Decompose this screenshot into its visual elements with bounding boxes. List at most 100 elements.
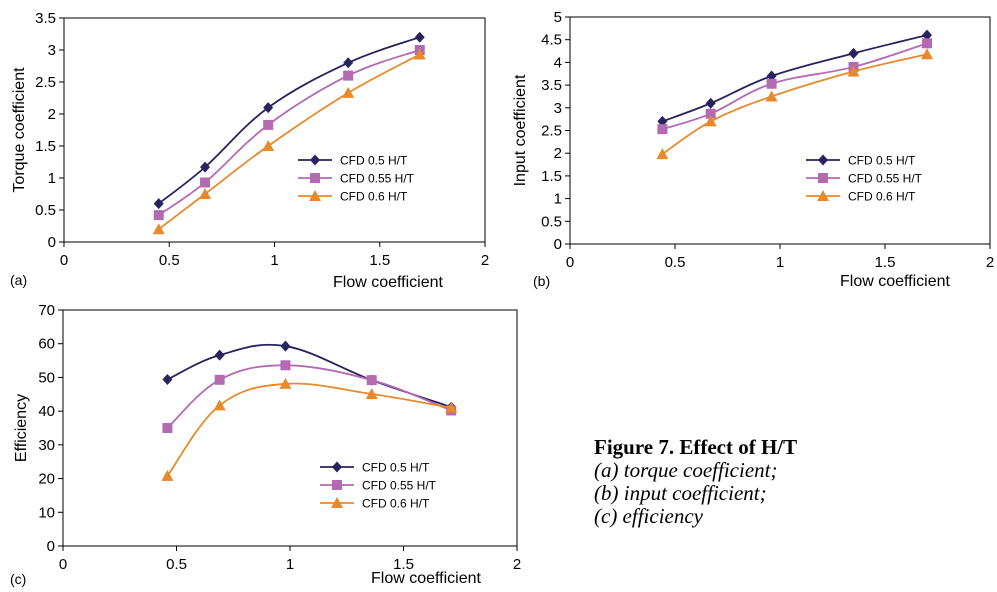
chart-b-x-tick-label: 1.5 — [875, 254, 896, 271]
chart-c-series-0-point — [214, 349, 225, 361]
chart-a-x-tick-label: 2 — [481, 252, 489, 269]
chart-b-y-axis-label: Input coefficient — [512, 74, 529, 186]
chart-a-series-1-point — [153, 210, 164, 221]
chart-c-series-2-point — [365, 387, 378, 399]
chart-a-panel-label: (a) — [10, 272, 27, 288]
chart-a-legend-label: CFD 0.55 H/T — [340, 172, 415, 186]
caption-line-c: (c) efficiency — [594, 504, 703, 528]
chart-c-series-2 — [161, 377, 458, 481]
chart-c-x-axis-label: Flow coefficient — [371, 570, 482, 587]
chart-a-x-tick-label: 1.5 — [369, 252, 390, 269]
chart-c-legend: CFD 0.5 H/T CFD 0.55 H/T CFD 0.6 H/T — [320, 461, 437, 511]
chart-a-legend-marker — [309, 190, 321, 201]
chart-c-legend-marker — [331, 497, 343, 508]
chart-a-series-0-point — [153, 198, 164, 210]
chart-b-legend-label: CFD 0.5 H/T — [848, 154, 916, 168]
chart-b-x-tick-label: 0 — [566, 254, 574, 271]
chart-b-y-tick-label: 1.5 — [541, 168, 562, 185]
chart-a-legend-marker — [310, 154, 320, 166]
chart-b-y-tick-label: 1 — [554, 191, 562, 208]
chart-c-series-1-point — [366, 375, 377, 386]
chart-a-series-2-point — [152, 223, 165, 235]
chart-b-x-tick-label: 0.5 — [665, 254, 686, 271]
chart-c-series-0-point — [280, 340, 291, 352]
chart-c-series-1 — [162, 360, 457, 433]
chart-a-series-1-point — [200, 177, 211, 188]
chart-b-series-0-point — [922, 29, 932, 41]
chart-c-x-tick-label: 2 — [513, 556, 521, 573]
chart-a-x-tick-label: 1 — [270, 252, 278, 269]
chart-c-y-tick-label: 70 — [38, 302, 55, 319]
chart-b-legend-marker — [818, 173, 828, 183]
chart-c-panel-label: (c) — [10, 571, 26, 587]
chart-a-y-axis-label: Torque coefficient — [11, 67, 28, 193]
chart-b-x-tick-label: 1 — [776, 254, 784, 271]
chart-b-y-tick-label: 2 — [554, 145, 562, 162]
caption-title: Figure 7. Effect of H/T — [594, 435, 798, 459]
chart-a-y-tick-label: 0 — [48, 234, 56, 251]
chart-b-x-axis-label: Flow coefficient — [840, 273, 951, 290]
chart-b-legend-marker — [817, 190, 829, 201]
chart-a-series-2-point — [413, 48, 426, 60]
chart-b-y-tick-label: 2.5 — [541, 123, 562, 140]
chart-c-y-tick-label: 60 — [38, 336, 55, 353]
chart-a-series-1-point — [343, 70, 354, 81]
caption-line-a: (a) torque coefficient; — [594, 458, 778, 482]
chart-a-series-2-point — [262, 140, 275, 151]
chart-b-series-0-point — [848, 47, 859, 59]
chart-b-series-2-point — [847, 65, 860, 77]
chart-a-y-tick-label: 1 — [48, 170, 56, 187]
chart-c-series-2-point — [213, 399, 226, 411]
chart-a-y-tick-label: 3 — [48, 42, 56, 59]
chart-c-legend-label: CFD 0.55 H/T — [362, 479, 437, 493]
chart-c-legend-marker — [332, 480, 342, 490]
chart-c-series-0-line — [167, 343, 452, 408]
chart-b-series-2-point — [765, 90, 778, 102]
chart-a-series-2-point — [342, 86, 355, 98]
chart-a-series-2 — [152, 48, 426, 235]
chart-a-y-tick-label: 1.5 — [35, 138, 56, 155]
chart-c-series-0 — [162, 340, 457, 413]
chart-c-y-tick-label: 0 — [47, 538, 55, 555]
chart-c-series-2-point — [445, 401, 458, 413]
chart-a-y-tick-label: 3.5 — [35, 10, 56, 27]
chart-a-series-2-point — [199, 188, 212, 199]
chart-c-series-1-line — [166, 364, 452, 429]
chart-a-series-0-point — [200, 161, 211, 173]
chart-b-series-2-point — [921, 48, 933, 60]
chart-a-x-tick-label: 0.5 — [159, 252, 180, 269]
chart-b-series-1-point — [705, 108, 716, 119]
chart-c-series-1-point — [214, 374, 225, 385]
chart-a-legend-label: CFD 0.6 H/T — [340, 190, 408, 204]
chart-b-y-tick-label: 0.5 — [541, 213, 562, 230]
chart-a-series-0 — [153, 31, 425, 210]
chart-c-legend-label: CFD 0.6 H/T — [362, 497, 430, 511]
chart-c-x-tick-label: 0 — [59, 556, 67, 573]
chart-b-series-2 — [656, 48, 933, 160]
chart-a-series-2-line — [158, 53, 421, 230]
chart-c-x-tick-label: 0.5 — [166, 556, 187, 573]
chart-c-series-2-point — [279, 377, 292, 389]
chart-b-series-1-point — [766, 78, 777, 89]
chart-a-series-0-point — [414, 31, 425, 43]
chart-b-series-1-point — [922, 38, 932, 49]
chart-a-x-axis-label: Flow coefficient — [333, 274, 444, 291]
chart-b-legend-label: CFD 0.55 H/T — [848, 172, 923, 186]
caption-line-b: (b) input coefficient; — [594, 481, 767, 505]
chart-c-y-tick-label: 40 — [38, 403, 55, 420]
chart-b-legend: CFD 0.5 H/T CFD 0.55 H/T CFD 0.6 H/T — [806, 154, 923, 204]
chart-c-y-tick-label: 10 — [38, 504, 55, 521]
chart-a-series-1-point — [263, 119, 274, 130]
chart-a-y-tick-label: 0.5 — [35, 202, 56, 219]
chart-b-series-1-point — [657, 124, 668, 135]
chart-a-y-tick-label: 2 — [48, 106, 56, 123]
chart-b-series-2-point — [656, 148, 669, 160]
chart-a-series-0-point — [343, 57, 354, 69]
chart-b-series-0-point — [705, 97, 716, 109]
chart-b-y-tick-label: 0 — [554, 236, 562, 253]
chart-c-y-tick-label: 50 — [38, 369, 55, 386]
chart-c-legend-label: CFD 0.5 H/T — [362, 461, 430, 475]
figure-caption: Figure 7. Effect of H/T (a) torque coeff… — [594, 436, 984, 528]
